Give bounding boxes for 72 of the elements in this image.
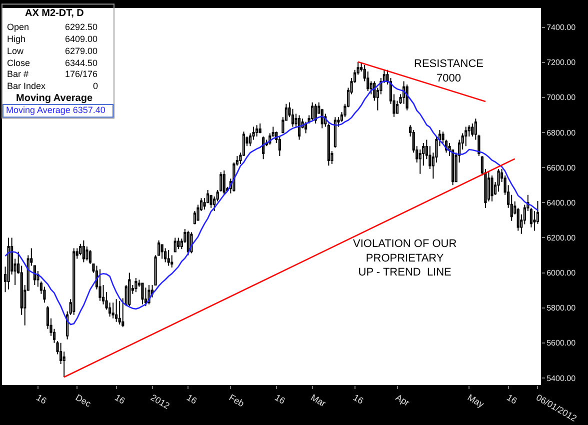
- annotation: Low: [7, 46, 24, 56]
- annotation: High: [7, 34, 26, 44]
- y-tick-label: 7400.00: [546, 23, 576, 32]
- candlestick: [464, 126, 468, 147]
- y-tick-label: 5800.00: [546, 304, 576, 313]
- candlestick: [334, 116, 336, 148]
- candlestick: [304, 121, 308, 134]
- x-tick-label: 16: [352, 392, 366, 406]
- x-tick-label: May: [466, 392, 486, 410]
- candlestick: [311, 102, 314, 121]
- candlestick: [167, 249, 170, 266]
- annotation: 6279.00: [65, 46, 98, 56]
- candlestick: [115, 298, 118, 322]
- annotation: 6344.50: [65, 58, 98, 68]
- candlestick: [98, 268, 102, 302]
- annotation: AX M2-DT, D: [25, 8, 84, 19]
- y-tick-label: 6800.00: [546, 128, 576, 138]
- x-tick-label: Apr: [394, 392, 412, 408]
- line-series: [4, 80, 538, 326]
- y-tick-label: 6000.00: [546, 268, 576, 278]
- candlestick: [144, 287, 148, 307]
- candlestick: [160, 244, 164, 260]
- candlestick: [497, 168, 500, 192]
- annotation: VIOLATION OF OUR PROPRIETARY UP - TREND LINE: [353, 238, 457, 279]
- candlestick: [7, 237, 10, 290]
- y-tick-label: 6200.00: [546, 234, 576, 243]
- y-tick-label: 7200.00: [546, 58, 576, 68]
- candlestick: [177, 237, 180, 250]
- x-tick-label: 16: [505, 392, 519, 406]
- annotation: 6409.00: [65, 34, 98, 44]
- annotation: Bar Index: [7, 81, 46, 91]
- x-tick-label: 2012: [149, 392, 172, 411]
- candlestick: [82, 240, 85, 263]
- y-tick-label: 5600.00: [546, 338, 576, 348]
- y-tick-label: 7000.00: [546, 93, 576, 102]
- y-tick-label: 5400.00: [546, 374, 576, 383]
- candlestick: [72, 248, 76, 316]
- annotation: Moving Average 6357.40: [6, 105, 106, 115]
- x-tick-label: 16: [273, 392, 287, 406]
- candlestick: [141, 282, 144, 305]
- annotation: Close: [7, 58, 30, 68]
- candlestick: [128, 272, 131, 307]
- candlestick: [186, 230, 190, 256]
- candlestick: [298, 114, 301, 140]
- candlestick: [256, 124, 258, 138]
- y-tick-label: 6600.00: [546, 163, 576, 172]
- annotation: 6292.50: [65, 22, 98, 32]
- annotation: 176/176: [65, 69, 98, 79]
- candlestick: [262, 136, 265, 160]
- candlestick: [406, 84, 408, 111]
- candlestick: [222, 170, 226, 196]
- x-tick-label: Feb: [227, 392, 246, 409]
- candlestick: [118, 300, 121, 325]
- x-tick-label: 16: [34, 392, 48, 406]
- candlestick: [134, 278, 138, 293]
- x-tick-label: Mar: [309, 392, 328, 409]
- x-tick-label: 16: [113, 392, 127, 406]
- candlestick: [164, 248, 167, 263]
- annotation: Bar #: [7, 69, 29, 79]
- candlestick: [314, 103, 317, 124]
- annotation: Open: [7, 22, 30, 32]
- x-tick-label: Dec: [74, 392, 94, 410]
- y-tick-label: 6400.00: [546, 198, 576, 208]
- annotation: 0: [93, 81, 98, 91]
- candlestick: [174, 237, 176, 252]
- candlestick: [210, 194, 212, 208]
- annotation: Moving Average: [16, 93, 93, 104]
- annotation: RESISTANCE 7000: [414, 58, 484, 84]
- x-tick-label: 16: [184, 392, 199, 406]
- candlestick: [112, 302, 114, 319]
- candlestick: [258, 123, 262, 134]
- candlestick: [490, 174, 494, 202]
